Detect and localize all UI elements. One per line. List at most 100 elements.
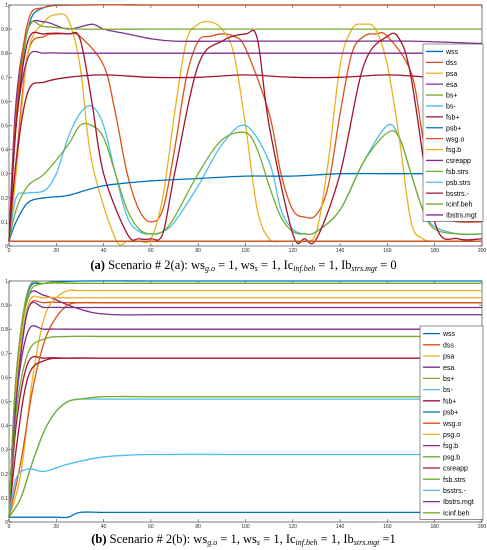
legend-label: bs+ (443, 376, 454, 383)
x-tick-label: 80 (195, 248, 201, 252)
caption-a: (a) Scenario # 2(a): wsg.o = 1, wss = 1,… (0, 258, 487, 273)
legend-label: Icinf.beh (443, 510, 470, 517)
legend-label: psg.b (443, 454, 460, 461)
legend-label: wsg.o (445, 136, 464, 143)
x-tick-label: 0 (8, 248, 11, 252)
legend-label: dss (446, 60, 457, 67)
caption-b: (b) Scenario # 2(b): wsg.o = 1, wss = 1,… (0, 532, 487, 547)
series-line-2 (8, 289, 482, 518)
y-tick-label: 0.5 (1, 124, 8, 130)
x-tick-label: 20 (54, 248, 60, 252)
x-tick-label: 60 (148, 248, 154, 252)
caption-b-label: (b) (91, 532, 107, 546)
legend-label: psg.o (443, 432, 460, 439)
x-tick-label: 40 (101, 248, 107, 252)
legend-label: wsg.o (442, 421, 461, 428)
legend-label: psa (443, 354, 454, 361)
legend-label: Icinf.beh (446, 202, 473, 209)
y-tick-label: 0.4 (1, 424, 8, 430)
legend-label: esa (446, 82, 457, 89)
y-tick-label: 0.1 (1, 220, 8, 226)
x-tick-label: 20 (54, 524, 60, 528)
caption-a-part3: = 1, Ic (257, 258, 294, 272)
y-tick-label: 0.7 (1, 75, 8, 81)
x-tick-label: 180 (431, 524, 440, 528)
x-tick-label: 120 (289, 524, 298, 528)
legend-label: psb+ (443, 410, 458, 417)
chart-b: 00.10.20.30.40.50.60.70.80.910 20 40 60 80 10… (1, 279, 487, 528)
legend-label: fsb.strs (446, 169, 469, 176)
caption-a-part2: = 1, ws (214, 258, 255, 272)
caption-a-sub4: strs.mgt (351, 264, 378, 273)
series-line-12 (8, 357, 482, 518)
legend-label: wss (445, 49, 459, 56)
caption-a-part4: = 1, Ib (315, 258, 352, 272)
y-tick-label: 1 (5, 3, 8, 9)
legend-label: fsg.b (443, 443, 458, 450)
series-line-15 (8, 301, 482, 518)
x-tick-label: 80 (195, 524, 201, 528)
series-line-6 (8, 74, 483, 242)
series-line-7 (8, 511, 482, 519)
x-tick-label: 100 (241, 524, 250, 528)
caption-a-sub1: g.o (204, 264, 215, 273)
y-tick-label: 0.2 (1, 196, 8, 202)
legend-label: bs+ (446, 93, 457, 100)
legend-label: bs- (446, 104, 456, 111)
x-tick-label: 180 (431, 248, 440, 252)
series-line-8 (8, 4, 482, 242)
x-tick-label: 140 (336, 524, 345, 528)
legend-label: psb+ (446, 125, 461, 132)
legend-label: fsb+ (443, 398, 456, 405)
legend-label: bs- (443, 387, 453, 394)
series-line-14 (8, 453, 482, 518)
y-tick-label: 0.6 (1, 99, 8, 105)
caption-a-part5: = 0 (377, 258, 397, 272)
caption-b-text: Scenario # 2(b): ws (109, 532, 208, 546)
y-tick-label: 0.7 (1, 351, 8, 357)
y-tick-label: 0.3 (1, 172, 8, 178)
y-tick-label: 0.1 (1, 496, 8, 502)
caption-b-sub4: strs.mgt (353, 538, 380, 547)
caption-b-part3: = 1, Ic (260, 532, 296, 546)
series-line-2 (8, 13, 482, 246)
x-tick-label: 100 (241, 248, 250, 252)
series-line-16 (8, 280, 482, 518)
x-tick-label: 200 (478, 248, 487, 252)
legend-label: wss (442, 331, 456, 338)
legend-label: dss (443, 342, 454, 349)
series-line-11 (8, 122, 483, 242)
y-tick-label: 0.8 (1, 51, 8, 57)
legend-label: Ibstrs.mgt (446, 213, 477, 220)
caption-b-sub1: g.o (207, 538, 218, 547)
legend-label: csreapp (446, 158, 471, 165)
caption-b-part4: = 1, Ib (317, 532, 354, 546)
caption-b-sub2: s (256, 538, 261, 547)
x-tick-label: 160 (383, 248, 392, 252)
series-line-11 (8, 335, 482, 518)
y-tick-label: 0.2 (1, 472, 8, 478)
x-tick-label: 200 (478, 524, 487, 528)
x-tick-label: 120 (289, 248, 298, 252)
caption-a-sub3: inf.beh (293, 264, 316, 273)
y-tick-label: 0.3 (1, 448, 8, 454)
legend-label: psa (446, 71, 457, 78)
y-tick-label: 0 (5, 520, 8, 526)
legend-label: esa (443, 365, 454, 372)
x-tick-label: 60 (148, 524, 154, 528)
y-tick-label: 0.9 (1, 303, 8, 309)
series-line-13 (8, 29, 483, 245)
x-tick-label: 0 (8, 524, 11, 528)
y-tick-label: 0.8 (1, 327, 8, 333)
legend-label: Ibstrs.mgt (443, 499, 474, 506)
caption-a-text: Scenario # 2(a): ws (108, 258, 205, 272)
series-line-7 (8, 172, 482, 242)
y-tick-label: 0.9 (1, 27, 8, 33)
series-line-9 (8, 295, 482, 518)
legend-label: bsstrs.- (446, 191, 470, 198)
series-line-10 (8, 50, 482, 242)
caption-b-part2: = 1, ws (217, 532, 257, 546)
caption-a-label: (a) (90, 258, 105, 272)
chart-a: 00.10.20.30.40.50.60.70.80.910 20 40 60 80 10… (1, 3, 487, 252)
legend-label: bsstrs.- (443, 488, 467, 495)
